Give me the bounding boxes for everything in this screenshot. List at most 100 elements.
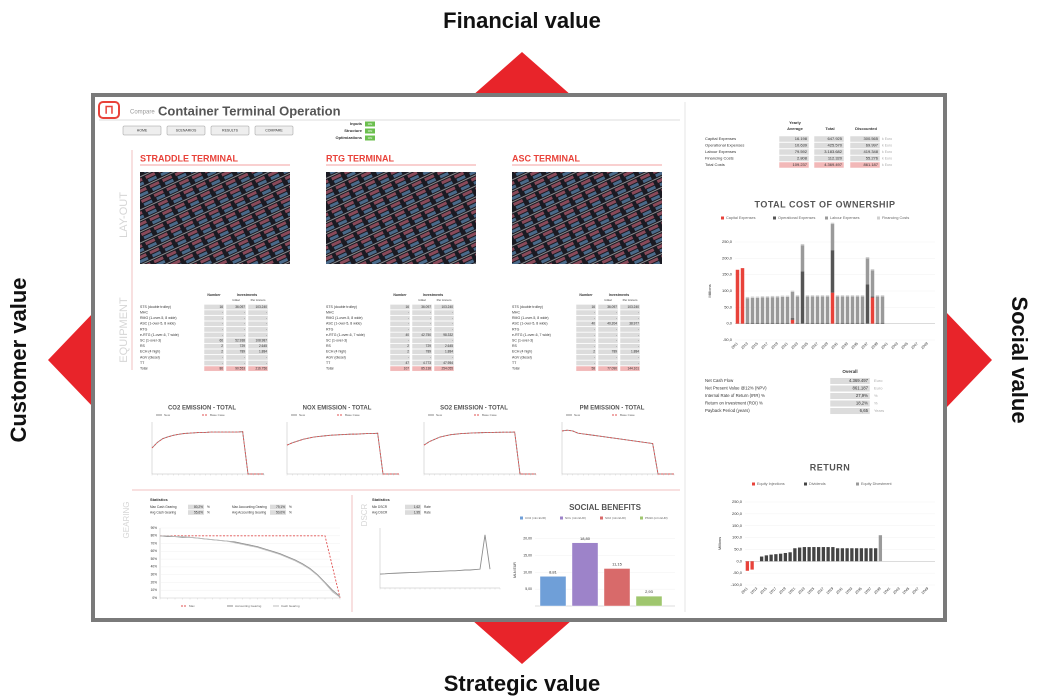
equip-cell-value: 36.097 [421, 305, 431, 309]
equip-cell-value: - [616, 310, 617, 314]
table-header: Average [787, 126, 803, 131]
legend-swatch [600, 517, 603, 520]
bar-segment [826, 295, 830, 296]
bar-segment [821, 323, 825, 324]
bar-segment [798, 548, 801, 562]
table-cell-value: 27,9% [856, 393, 868, 398]
bar-segment [766, 296, 770, 297]
legend-swatch [721, 217, 724, 220]
legend-swatch [773, 217, 776, 220]
equip-cell-value: - [408, 327, 409, 331]
table-header: Overall [842, 369, 857, 374]
bar-segment [816, 323, 820, 324]
bar-segment [881, 297, 885, 323]
equip-header: Investments [237, 293, 257, 297]
equip-row-label: RTG [512, 327, 520, 331]
bar-segment [756, 323, 760, 324]
equip-cell-value: 216.756 [255, 366, 267, 370]
equip-row-label: SC (1-over-3) [512, 339, 533, 343]
equip-row-label: RS [326, 344, 332, 348]
equip-cell-value: - [430, 327, 431, 331]
equip-cell-value: - [638, 310, 639, 314]
bar-segment [881, 295, 885, 296]
y-tick-label: 150,0 [722, 272, 733, 277]
bar-segment [784, 553, 787, 561]
equip-cell-value: 103.240 [255, 305, 267, 309]
bar-segment [876, 295, 880, 296]
bar-segment [781, 323, 785, 324]
legend-label: Base Case [345, 413, 360, 417]
bar-segment [793, 548, 796, 561]
bar-segment [841, 548, 844, 561]
bar-segment [846, 323, 850, 324]
equip-header: Investments [609, 293, 629, 297]
legend-label: Accounting Gearing [235, 604, 262, 608]
row-label: Payback Period (years) [705, 408, 750, 413]
bar-segment [846, 297, 850, 323]
equip-cell-value: 16 [405, 305, 409, 309]
row-label: Financing Costs [705, 156, 734, 161]
table-cell-value: 4.369.497 [849, 378, 869, 383]
table-cell-value: 647.925 [828, 136, 843, 141]
y-tick-label: 10% [151, 588, 158, 592]
bar-segment [836, 548, 839, 561]
equip-row-label: STS (double trolley) [512, 305, 543, 309]
equip-cell-value: - [222, 310, 223, 314]
legend-label: Operational Expenses [778, 216, 815, 220]
bar-segment [796, 295, 800, 296]
equip-row-label: ASC (1-over-5, 8 wide) [512, 322, 548, 326]
legend-label: Base Case [620, 413, 635, 417]
bar-segment [746, 323, 750, 324]
equip-row-label: RMG (1-over-5, 8 wide) [140, 316, 177, 320]
equip-cell-value: 1.884 [445, 350, 453, 354]
bar-segment [850, 548, 853, 561]
bar-segment [771, 323, 775, 324]
equip-row-label: RMG (1-over-5, 8 wide) [326, 316, 363, 320]
bar-segment [771, 296, 775, 297]
equip-row-label: ECH (4 high) [140, 350, 160, 354]
equip-row-label: ASC (1-over-5, 8 wide) [326, 322, 362, 326]
table-unit: % [874, 393, 878, 398]
equip-cell-value: - [616, 327, 617, 331]
bar-segment [831, 224, 835, 250]
bar-segment [812, 547, 815, 561]
stat-unit: % [289, 505, 292, 509]
y-tick-label: 250,0 [732, 499, 743, 504]
equip-cell-value: - [594, 310, 595, 314]
table-cell-value: 861.187 [864, 162, 879, 167]
equip-cell-value: 729 [426, 344, 432, 348]
table-cell-value: 55.276 [866, 156, 879, 161]
table-cell-value: 861.187 [852, 386, 868, 391]
equip-row-label: AGV (diesel) [326, 355, 346, 359]
equip-header: Per Annum [251, 298, 266, 302]
legend-swatch [877, 217, 880, 220]
data-label: 11,15 [612, 562, 622, 567]
bar-segment [861, 295, 865, 296]
table-cell-value: 16.198 [795, 136, 808, 141]
equip-cell-value: 1.884 [259, 350, 267, 354]
bar-segment [760, 557, 763, 562]
equip-cell-value: - [594, 327, 595, 331]
equip-cell-value: 254.055 [441, 366, 453, 370]
legend-label: SO2 (mln EUR) [605, 516, 626, 520]
bar-segment [791, 318, 795, 320]
bar-segment [796, 323, 800, 324]
terminal-title: STRADDLE TERMINAL [140, 153, 238, 163]
bar-segment [786, 323, 790, 324]
y-tick-label: 0,0 [736, 558, 742, 563]
equip-row-label: e-RTG (1-over-6, 7 wide) [326, 333, 365, 337]
legend-label: PM10 (mln EUR) [645, 516, 668, 520]
equip-cell-value: 2 [407, 344, 409, 348]
bar-segment [816, 297, 820, 323]
bar-segment [796, 297, 800, 323]
legend-label: Base Case [482, 413, 497, 417]
equip-cell-value: - [452, 310, 453, 314]
bar-segment [765, 555, 768, 561]
bar-segment [769, 555, 772, 562]
equip-cell-value: 40 [405, 333, 409, 337]
equip-cell-value: - [244, 322, 245, 326]
equip-row-label: MHC [512, 311, 520, 315]
equip-cell-value: - [430, 355, 431, 359]
bar-segment [741, 268, 745, 324]
equip-row-label: ECH (4 high) [326, 350, 346, 354]
